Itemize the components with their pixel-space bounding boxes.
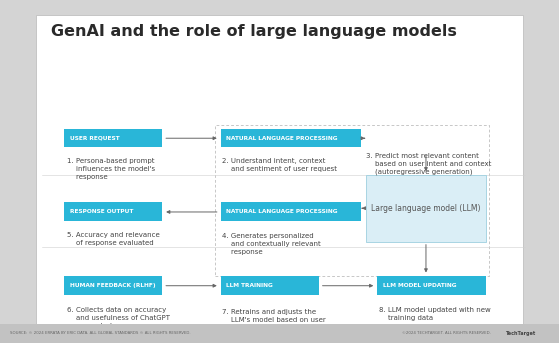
Text: HUMAN FEEDBACK (RLHF): HUMAN FEEDBACK (RLHF) xyxy=(70,283,155,288)
Text: 2. Understand intent, context
    and sentiment of user request: 2. Understand intent, context and sentim… xyxy=(222,158,338,172)
Text: GenAI and the role of large language models: GenAI and the role of large language mod… xyxy=(51,24,457,39)
Text: 4. Generates personalized
    and contextually relevant
    response: 4. Generates personalized and contextual… xyxy=(222,233,321,255)
FancyBboxPatch shape xyxy=(221,276,319,295)
Text: Large language model (LLM): Large language model (LLM) xyxy=(372,204,481,213)
Text: 8. LLM model updated with new
    training data: 8. LLM model updated with new training d… xyxy=(379,307,491,321)
Text: 6. Collects data on accuracy
    and usefulness of ChatGPT
    generated respons: 6. Collects data on accuracy and usefuln… xyxy=(67,307,170,329)
Text: TechTarget: TechTarget xyxy=(506,331,537,336)
Text: 3. Predict most relevant content
    based on user intent and context
    (autor: 3. Predict most relevant content based o… xyxy=(366,153,491,175)
Text: LLM TRAINING: LLM TRAINING xyxy=(226,283,273,288)
FancyBboxPatch shape xyxy=(64,202,162,221)
Text: 1. Persona-based prompt
    influences the model's
    response: 1. Persona-based prompt influences the m… xyxy=(67,158,155,180)
Text: SOURCE: © 2024 ERRATA BY ERIC DATA. ALL GLOBAL STANDARDS © ALL RIGHTS RESERVED.: SOURCE: © 2024 ERRATA BY ERIC DATA. ALL … xyxy=(10,331,191,335)
Text: RESPONSE OUTPUT: RESPONSE OUTPUT xyxy=(70,209,133,214)
FancyBboxPatch shape xyxy=(221,202,361,221)
Text: LLM MODEL UPDATING: LLM MODEL UPDATING xyxy=(383,283,456,288)
Bar xyxy=(0,324,559,343)
Text: 7. Retrains and adjusts the
    LLM's model based on user
    feedback: 7. Retrains and adjusts the LLM's model … xyxy=(222,309,326,331)
FancyBboxPatch shape xyxy=(366,175,486,242)
FancyBboxPatch shape xyxy=(64,276,162,295)
Text: NATURAL LANGUAGE PROCESSING: NATURAL LANGUAGE PROCESSING xyxy=(226,209,338,214)
Text: ©2024 TECHTARGET. ALL RIGHTS RESERVED.: ©2024 TECHTARGET. ALL RIGHTS RESERVED. xyxy=(402,331,491,335)
FancyBboxPatch shape xyxy=(221,129,361,147)
Text: NATURAL LANGUAGE PROCESSING: NATURAL LANGUAGE PROCESSING xyxy=(226,135,338,141)
FancyBboxPatch shape xyxy=(36,15,523,324)
FancyBboxPatch shape xyxy=(377,276,486,295)
FancyBboxPatch shape xyxy=(64,129,162,147)
Text: USER REQUEST: USER REQUEST xyxy=(70,135,120,141)
Text: 5. Accuracy and relevance
    of response evaluated: 5. Accuracy and relevance of response ev… xyxy=(67,232,160,246)
